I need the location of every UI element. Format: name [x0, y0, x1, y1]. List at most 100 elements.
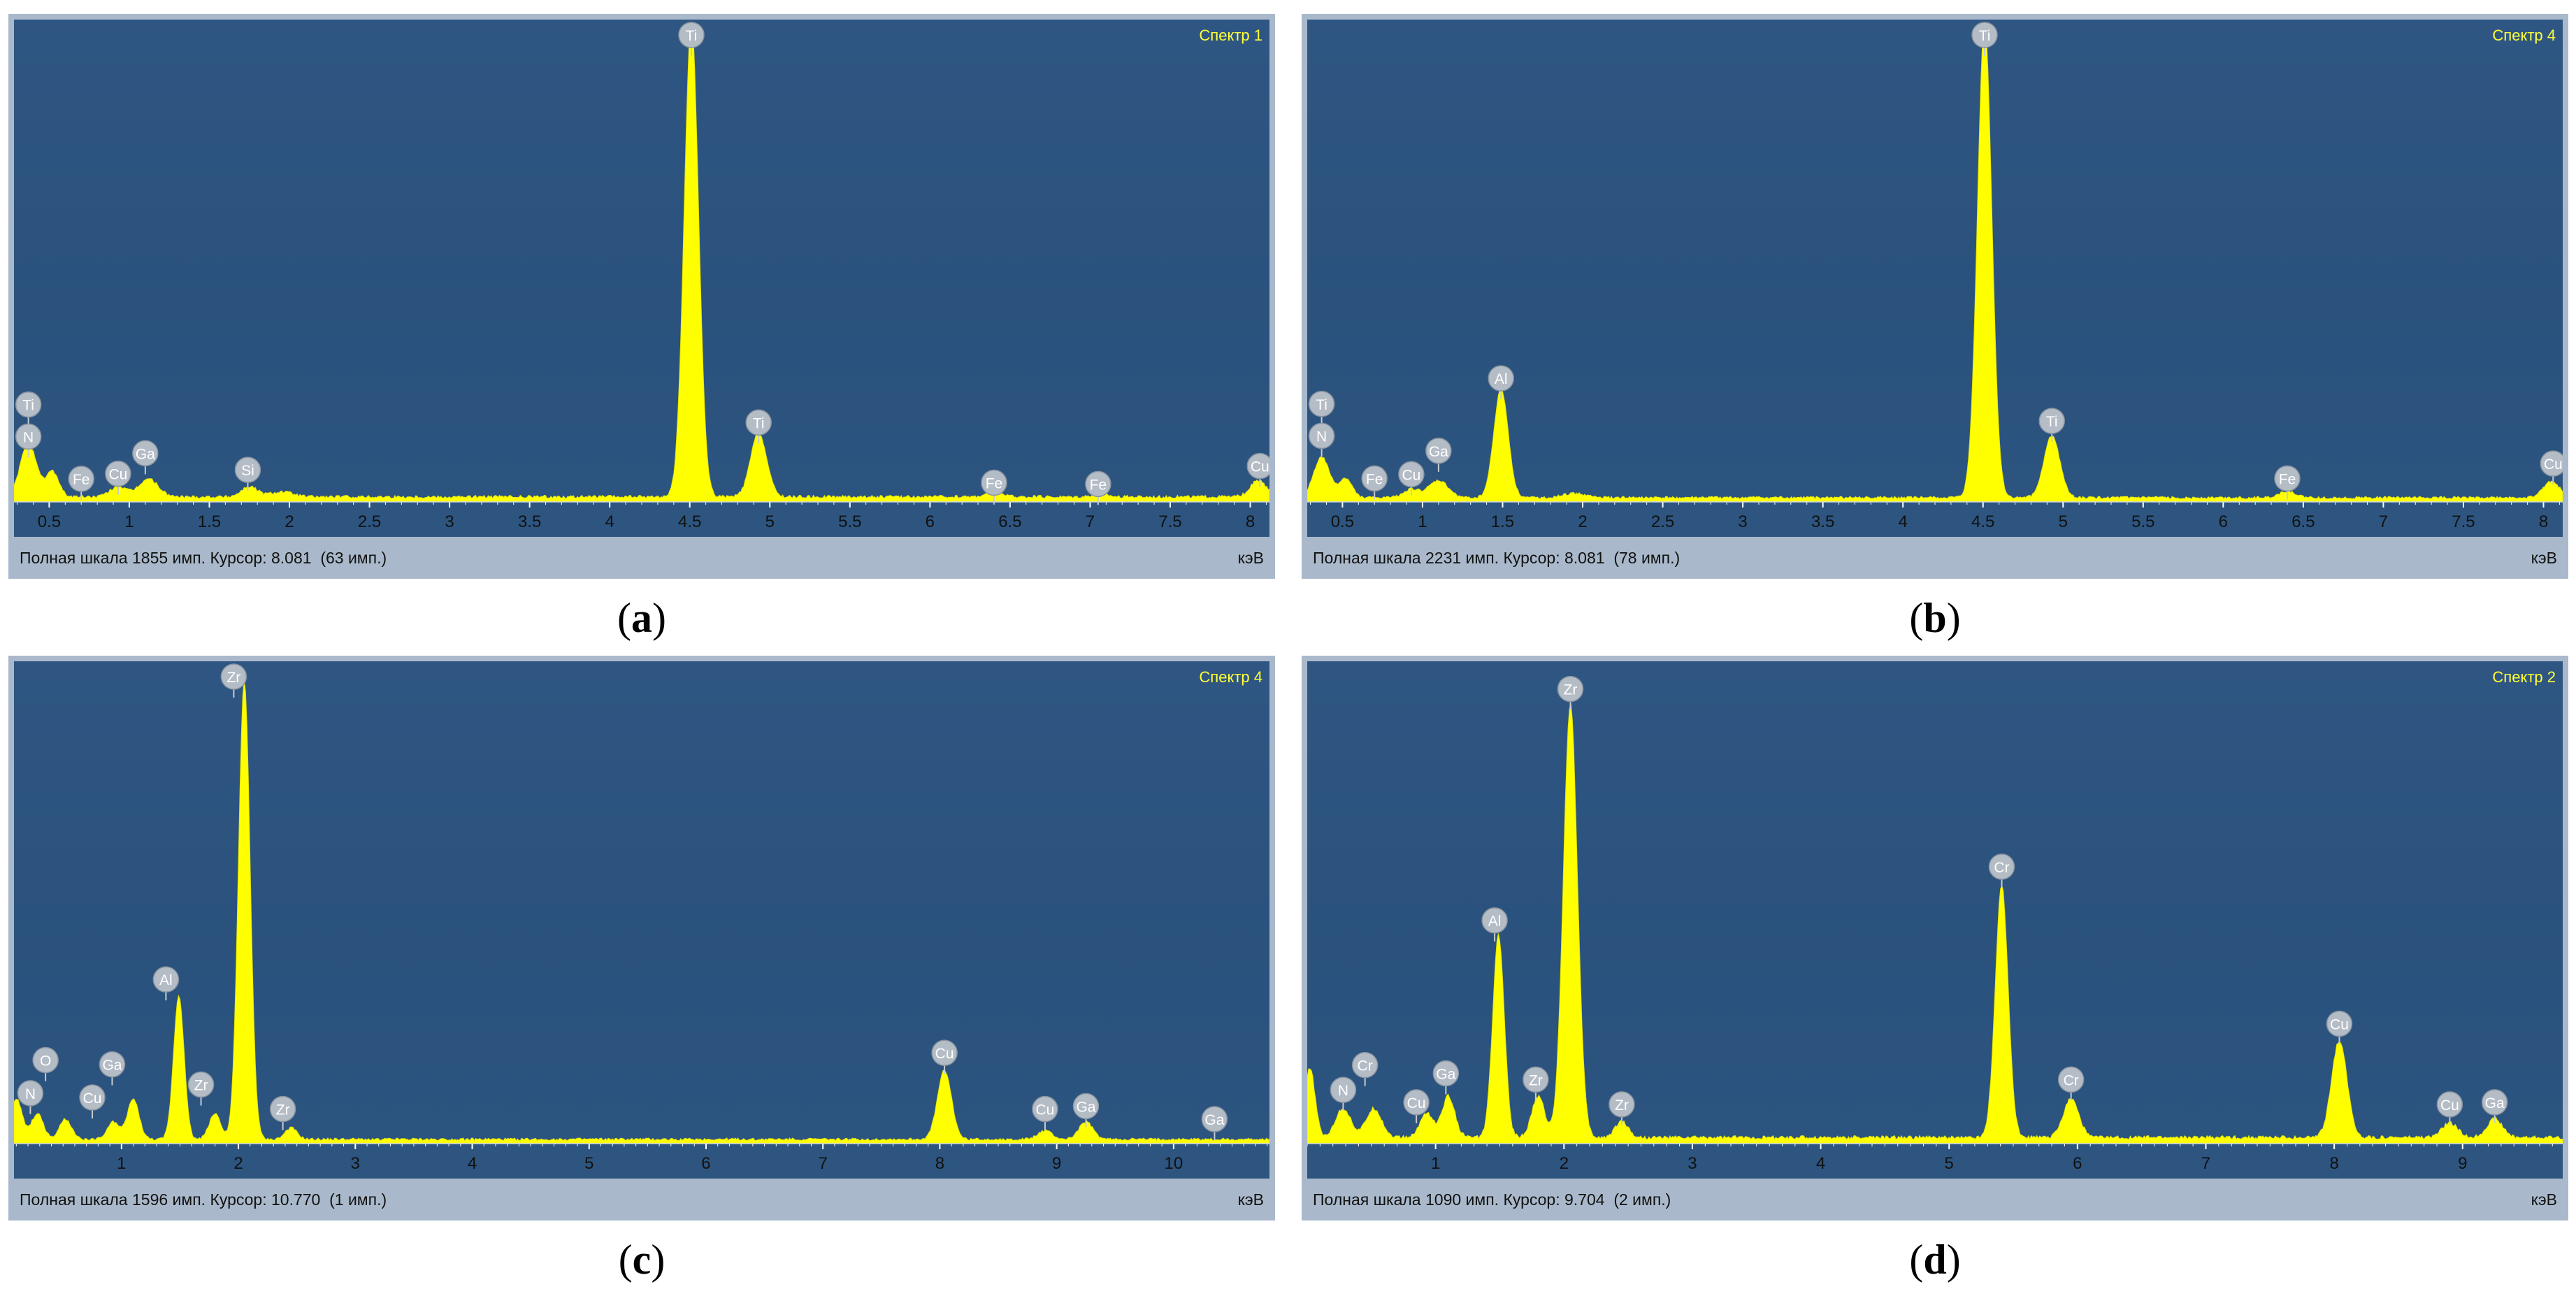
element-badge: [15, 423, 42, 450]
element-badge: [1557, 675, 1584, 703]
element-marker: Ti: [1308, 391, 1335, 425]
element-label: Cu: [83, 1090, 102, 1107]
element-marker: Fe: [1085, 470, 1111, 505]
status-text: Полная шкала 1596 имп. Курсор: 10.770 (1…: [20, 1190, 387, 1209]
x-tick-label: 1: [117, 1154, 126, 1173]
element-label: Fe: [986, 476, 1003, 492]
x-tick-label: 4.5: [678, 512, 701, 531]
element-marker: Ti: [678, 22, 705, 56]
element-label: Cu: [1407, 1095, 1426, 1111]
element-badge: [1988, 854, 2015, 880]
element-badge: [2481, 1089, 2508, 1116]
x-tick-label: 5: [584, 1154, 593, 1173]
element-label: Cu: [935, 1046, 954, 1062]
element-label: Cu: [108, 467, 127, 483]
element-marker: Ga: [1201, 1106, 1228, 1140]
caption-c: (c): [618, 1237, 665, 1283]
unit-label: кэВ: [1237, 1190, 1264, 1209]
element-badge: [187, 1071, 215, 1098]
spectrum-area: [14, 680, 1269, 1144]
element-badge: [678, 22, 705, 48]
element-badge: [981, 469, 1007, 496]
element-marker: Cu: [2540, 450, 2563, 485]
element-marker: Al: [152, 966, 180, 1001]
element-label: N: [25, 1086, 36, 1102]
axis-band: [14, 1144, 1269, 1179]
element-marker: Cu: [1032, 1095, 1058, 1130]
element-label: Cu: [1035, 1102, 1054, 1118]
unit-label: кэВ: [1237, 549, 1264, 567]
x-tick-label: 6: [2073, 1154, 2082, 1173]
caption-letter: c: [632, 1237, 652, 1283]
x-tick-label: 4: [1816, 1154, 1825, 1173]
element-label: Zr: [1564, 682, 1578, 698]
element-label: Ga: [102, 1058, 122, 1074]
element-badge: [152, 966, 180, 993]
element-marker: Zr: [220, 663, 247, 698]
element-label: Zr: [1529, 1072, 1543, 1088]
x-tick-label: 2: [1560, 1154, 1569, 1173]
spectrum-label: Спектр 2: [2492, 668, 2556, 686]
element-badge: [2436, 1091, 2463, 1118]
element-label: Ga: [1076, 1099, 1095, 1115]
element-label: N: [1338, 1083, 1348, 1099]
x-tick-label: 5: [765, 512, 775, 531]
spectrum-area: [1307, 703, 2563, 1144]
element-label: Cu: [1251, 459, 1269, 475]
element-badge: [1403, 1089, 1430, 1116]
x-tick-label: 3.5: [1811, 512, 1834, 531]
spectrum-chart-d: 1 2 3 4 5 6 7 8 9 N Cr Cu Ga Al Zr Zr Zr Cr Cr Cu Cu Ga: [1307, 675, 2563, 1179]
caption-letter: d: [1923, 1237, 1947, 1283]
x-tick-label: 10: [1165, 1154, 1183, 1173]
x-tick-label: 3: [1738, 512, 1747, 531]
element-label: N: [23, 430, 34, 446]
element-badge: [2274, 465, 2301, 492]
element-marker: Ga: [1432, 1060, 1460, 1095]
status-bar: Полная шкала 1855 имп. Курсор: 8.081 (63…: [14, 542, 1269, 573]
element-label: Cu: [2440, 1097, 2459, 1114]
element-marker: Fe: [68, 466, 94, 501]
element-badge: [32, 1046, 59, 1074]
x-tick-label: 3: [1688, 1154, 1697, 1173]
element-label: N: [1316, 429, 1327, 445]
x-tick-label: 1.5: [198, 512, 221, 531]
element-badge: [1351, 1051, 1379, 1079]
element-label: Cu: [2544, 456, 2563, 473]
element-badge: [1523, 1066, 1549, 1093]
element-marker: Cu: [79, 1084, 106, 1119]
x-tick-label: 6: [926, 512, 935, 531]
x-tick-label: 1.5: [1491, 512, 1514, 531]
x-tick-label: 2: [1578, 512, 1587, 531]
element-badge: [1308, 391, 1335, 417]
element-label: Al: [1488, 914, 1502, 930]
spectrum-chart-a: 0.5 1 1.5 2 2.5 3 3.5 4 4.5 5 5.5 6 6.5 7 7.5 8 Ti N Fe Cu G…: [14, 22, 1269, 537]
element-marker: Ti: [1971, 22, 1998, 56]
element-badge: [15, 391, 42, 418]
element-badge: [79, 1084, 106, 1111]
status-text: Полная шкала 1855 имп. Курсор: 8.081 (63…: [20, 549, 387, 567]
caption-a: (a): [617, 595, 666, 641]
element-marker: Fe: [981, 469, 1007, 504]
element-label: Cr: [1358, 1058, 1373, 1074]
element-badge: [931, 1039, 958, 1066]
element-marker: Cu: [1246, 452, 1269, 487]
element-label: Fe: [1090, 477, 1107, 493]
element-badge: [269, 1095, 296, 1123]
element-marker: Ti: [2038, 408, 2065, 442]
x-tick-label: 0.5: [38, 512, 61, 531]
element-marker: Zr: [269, 1095, 296, 1130]
x-tick-label: 7.5: [2452, 512, 2475, 531]
unit-label: кэВ: [2531, 1190, 2557, 1209]
x-tick-label: 7: [2379, 512, 2388, 531]
element-marker: Ga: [99, 1051, 126, 1086]
x-tick-label: 2: [233, 1154, 243, 1173]
element-badge: [1481, 907, 1508, 934]
element-marker: N: [1330, 1077, 1357, 1111]
axis-band: [14, 502, 1269, 537]
x-tick-label: 6.5: [2291, 512, 2315, 531]
x-tick-label: 4: [605, 512, 614, 531]
element-marker: Ga: [1425, 438, 1452, 472]
x-tick-label: 1: [1431, 1154, 1440, 1173]
element-badge: [1201, 1106, 1228, 1132]
